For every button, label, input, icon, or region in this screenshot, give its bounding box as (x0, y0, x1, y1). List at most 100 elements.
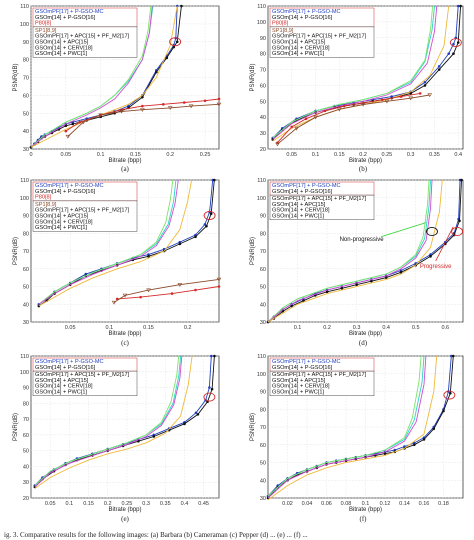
legend-entry: GSOm[14] + P-GSO[16] (35, 365, 96, 371)
y-tick-label: 110 (20, 354, 29, 360)
data-point (194, 288, 197, 292)
legend-entry: GSOm[14] + PWC[1] (35, 51, 88, 57)
data-point (119, 109, 124, 114)
data-point (183, 422, 186, 426)
legend-box-secondary (32, 26, 138, 58)
series-line (30, 5, 178, 148)
data-point (340, 286, 344, 290)
series-line (34, 355, 180, 486)
data-point (194, 411, 198, 415)
legend-entry: GSOm[14] + PWC[1] (272, 51, 325, 57)
x-tick-label: 0.12 (380, 501, 391, 507)
series-line (272, 5, 438, 140)
legend-entry: GSOmPF[17] + P-GSO-MC (272, 183, 341, 189)
data-point (460, 178, 463, 182)
x-tick-label: 0.15 (83, 501, 94, 507)
data-point (137, 439, 140, 443)
legend-entry: GSOm[14] + P-GSO[16] (272, 365, 333, 371)
data-point (294, 126, 299, 131)
data-point (409, 92, 412, 95)
data-point (139, 295, 142, 299)
x-tick-label: 0.2 (166, 152, 174, 158)
x-tick-label: 0.1 (97, 152, 105, 158)
y-axis-label: PSNR(dB) (13, 413, 19, 441)
x-tick-label: 0.02 (282, 501, 293, 507)
legend-entry: GSOm[14] + P-GSO[16] (35, 15, 96, 21)
y-tick-label: 100 (20, 22, 29, 28)
x-tick-label: 0.1 (294, 325, 302, 331)
y-axis-label: PSNR(dB) (13, 63, 19, 91)
legend-entry: GSOmPF[17] + APC[15] + PF_M2[17] (35, 34, 130, 40)
series-line (67, 103, 220, 137)
y-tick-label: 40 (260, 115, 266, 121)
data-point (290, 304, 293, 308)
data-point (172, 45, 176, 49)
data-point (399, 271, 403, 274)
x-tick-label: 0.1 (312, 152, 320, 158)
data-point (217, 285, 221, 288)
x-tick-label: 0.15 (143, 325, 154, 331)
highlight-ellipse (203, 211, 216, 220)
data-point (161, 103, 165, 106)
series-line (277, 94, 430, 145)
data-point (384, 276, 388, 279)
series-line (30, 5, 152, 148)
y-tick-label: 100 (257, 372, 266, 378)
legend-entry: GSOm[14] + CERV[18] (35, 45, 93, 51)
annotation-nonprogressive: Non-progressive (340, 237, 385, 243)
y-tick-label: 20 (23, 496, 29, 502)
chart-panel-3: 30 40 50 60 70 80 90 100 110 0.05 0.1 0.15 0.2 Bitrat… (13, 178, 222, 347)
legend-entry: GSOm[14] + P-GSO[16] (272, 15, 333, 21)
data-point (302, 299, 305, 303)
data-point (71, 122, 75, 126)
data-point (127, 104, 130, 108)
series-line (30, 5, 153, 148)
legend-entry: GSOmPF[17] + P-GSO-MC (35, 9, 104, 15)
data-point (447, 52, 451, 55)
chart-panel-1: 30 40 50 60 70 80 90 100 110 0 0.05 0.1 0.15 0.2 0.25 B… (13, 4, 222, 173)
x-tick-label: 0.3 (353, 325, 361, 331)
chart-panel-6: 30 40 50 60 70 80 90 100 110 0.02 0.04 0.06 0.08 0.1 0… (250, 354, 464, 523)
x-tick-label: 0.05 (286, 152, 297, 158)
legend-entry: GSOm[14] + PWC[1] (272, 390, 325, 396)
data-point (442, 409, 445, 413)
data-point (98, 113, 103, 118)
data-point (140, 108, 145, 112)
y-tick-label: 60 (260, 267, 266, 273)
x-tick-label: 0.2 (104, 501, 112, 507)
legend-box-secondary (269, 26, 375, 58)
y-tick-label: 60 (260, 443, 266, 449)
data-point (141, 95, 144, 99)
y-tick-label: 60 (260, 83, 266, 89)
x-tick-label: 0.35 (160, 501, 171, 507)
legend-entry: GSOm[14] + APC[15] (272, 40, 326, 46)
highlight-ellipse (203, 392, 216, 402)
data-point (122, 293, 128, 298)
y-tick-label: 30 (260, 131, 266, 137)
data-point (429, 255, 432, 258)
legend-box-secondary (32, 200, 138, 232)
data-point (205, 224, 208, 228)
series-line (267, 179, 430, 323)
legend-entry: GSOmPF[17] + P-GSO-MC (35, 183, 104, 189)
data-point (342, 104, 346, 108)
series-line (267, 179, 462, 323)
series-line (267, 355, 438, 501)
data-point (167, 106, 173, 111)
series-line (272, 5, 450, 142)
y-tick-label: 70 (260, 68, 266, 74)
chart-panel-5: 20 30 40 50 60 70 80 90 100 110 0.05 0.1 0.15 0.2 0.25… (13, 354, 220, 523)
y-tick-label: 80 (260, 52, 266, 58)
y-tick-label: 70 (23, 417, 29, 423)
x-tick-label: 0.4 (181, 501, 189, 507)
y-tick-label: 110 (257, 178, 266, 184)
annotation-progressive: Progressive (420, 264, 452, 270)
legend-box-secondary (32, 370, 138, 397)
y-tick-label: 100 (20, 196, 29, 202)
highlight-ellipse (451, 227, 464, 236)
data-point (80, 120, 86, 125)
y-tick-label: 30 (23, 147, 29, 153)
y-tick-label: 110 (257, 4, 266, 10)
data-point (459, 4, 462, 8)
